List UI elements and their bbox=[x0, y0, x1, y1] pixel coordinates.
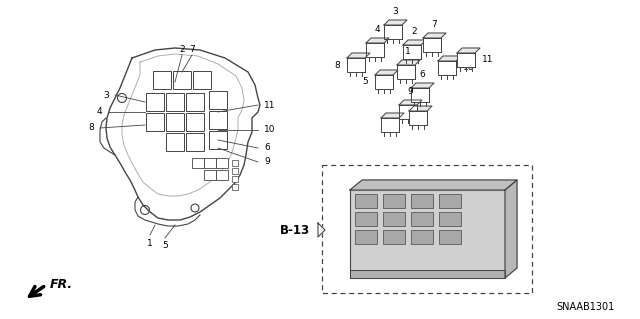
Bar bbox=[347, 58, 365, 72]
Bar bbox=[209, 111, 227, 129]
Bar bbox=[384, 25, 402, 39]
Bar bbox=[146, 93, 164, 111]
Bar bbox=[216, 170, 228, 180]
Bar bbox=[411, 230, 433, 244]
Bar bbox=[322, 165, 532, 293]
Bar bbox=[166, 93, 184, 111]
Text: 6: 6 bbox=[264, 144, 269, 152]
Text: 11: 11 bbox=[264, 100, 275, 109]
Bar bbox=[439, 194, 461, 208]
Text: 4: 4 bbox=[374, 25, 380, 34]
Bar bbox=[232, 184, 238, 190]
Bar bbox=[383, 212, 405, 226]
Bar bbox=[350, 270, 505, 278]
Bar bbox=[192, 158, 204, 168]
Bar bbox=[232, 176, 238, 182]
Bar bbox=[411, 212, 433, 226]
Polygon shape bbox=[384, 20, 407, 25]
Bar bbox=[153, 71, 171, 89]
Polygon shape bbox=[366, 38, 389, 43]
Text: 1: 1 bbox=[405, 47, 411, 56]
Text: B-13: B-13 bbox=[280, 224, 310, 236]
Text: 8: 8 bbox=[88, 123, 94, 132]
Polygon shape bbox=[347, 53, 370, 58]
Text: 7: 7 bbox=[431, 20, 437, 29]
Bar bbox=[438, 61, 456, 75]
Polygon shape bbox=[399, 100, 422, 105]
Text: FR.: FR. bbox=[50, 278, 73, 292]
Bar bbox=[381, 118, 399, 132]
Bar bbox=[411, 88, 429, 102]
Bar bbox=[186, 113, 204, 131]
Bar bbox=[399, 105, 417, 119]
Bar bbox=[209, 91, 227, 109]
Bar bbox=[232, 168, 238, 174]
Bar bbox=[193, 71, 211, 89]
Bar bbox=[355, 194, 377, 208]
Text: 2: 2 bbox=[179, 46, 185, 55]
Text: 5: 5 bbox=[362, 78, 368, 86]
Bar bbox=[403, 45, 421, 59]
Polygon shape bbox=[375, 70, 398, 75]
Bar bbox=[186, 93, 204, 111]
Bar bbox=[355, 230, 377, 244]
Polygon shape bbox=[505, 180, 517, 278]
Polygon shape bbox=[350, 180, 517, 190]
Polygon shape bbox=[423, 33, 446, 38]
Text: 5: 5 bbox=[162, 241, 168, 250]
Bar bbox=[439, 230, 461, 244]
Bar bbox=[423, 38, 441, 52]
Polygon shape bbox=[409, 106, 432, 111]
Bar bbox=[366, 43, 384, 57]
Text: 8: 8 bbox=[334, 61, 340, 70]
Bar bbox=[209, 131, 227, 149]
Text: 6: 6 bbox=[419, 70, 425, 79]
Polygon shape bbox=[403, 40, 426, 45]
Bar bbox=[383, 194, 405, 208]
Bar bbox=[409, 111, 427, 125]
Bar bbox=[439, 212, 461, 226]
Bar bbox=[166, 133, 184, 151]
Bar bbox=[173, 71, 191, 89]
Bar bbox=[232, 160, 238, 166]
Bar bbox=[375, 75, 393, 89]
Bar bbox=[166, 113, 184, 131]
Bar bbox=[397, 65, 415, 79]
Bar bbox=[146, 113, 164, 131]
Text: 3: 3 bbox=[103, 91, 109, 100]
Bar bbox=[411, 194, 433, 208]
Polygon shape bbox=[397, 60, 420, 65]
Text: 2: 2 bbox=[411, 27, 417, 36]
Bar bbox=[383, 230, 405, 244]
Polygon shape bbox=[318, 223, 325, 237]
Bar bbox=[204, 170, 216, 180]
Bar bbox=[355, 212, 377, 226]
Text: 1: 1 bbox=[147, 239, 153, 248]
Text: 9: 9 bbox=[264, 158, 269, 167]
Text: 3: 3 bbox=[392, 7, 398, 16]
Text: 11: 11 bbox=[482, 56, 493, 64]
Polygon shape bbox=[457, 48, 480, 53]
Bar bbox=[457, 53, 475, 67]
Bar bbox=[216, 158, 228, 168]
Text: 10: 10 bbox=[463, 63, 474, 72]
Polygon shape bbox=[411, 83, 434, 88]
Bar bbox=[186, 133, 204, 151]
Bar bbox=[204, 158, 216, 168]
Text: 4: 4 bbox=[97, 108, 102, 116]
Text: 7: 7 bbox=[189, 46, 195, 55]
Text: 9: 9 bbox=[407, 87, 413, 96]
Polygon shape bbox=[438, 56, 461, 61]
Text: 10: 10 bbox=[264, 125, 275, 135]
Text: SNAAB1301: SNAAB1301 bbox=[557, 302, 615, 312]
Bar bbox=[350, 190, 505, 278]
Polygon shape bbox=[381, 113, 404, 118]
